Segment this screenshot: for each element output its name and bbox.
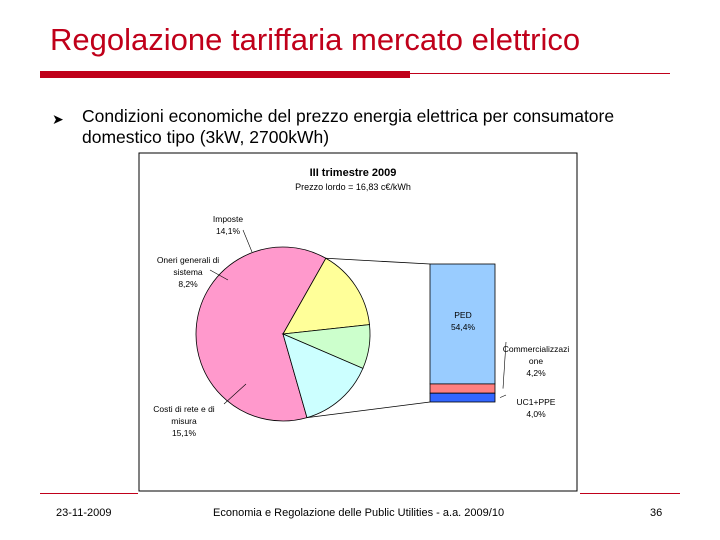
footer-course: Economia e Regolazione delle Public Util… (213, 507, 505, 519)
breakdown-commercializzazi-one-label: one (529, 356, 543, 366)
breakdown-uc1-ppe-value-label: 4,0% (526, 409, 546, 419)
footer-rule-left (40, 493, 138, 494)
breakdown-commercializzazi-one-label: Commercializzazi (503, 344, 570, 354)
pie-chart: III trimestre 2009 Prezzo lordo = 16,83 … (138, 152, 578, 492)
pie-leader-imposte (242, 229, 253, 253)
footer-date: 23-11-2009 (56, 507, 112, 519)
chart-title: III trimestre 2009 (310, 167, 397, 179)
page-number: 36 (650, 507, 663, 519)
pie-slice-imposte (282, 333, 364, 419)
breakdown-commercializzazi-one-value-label: 4,2% (526, 368, 546, 378)
chart-subtitle: Prezzo lordo = 16,83 c€/kWh (295, 182, 411, 192)
breakdown-bar-commercializzazi-one (429, 383, 496, 394)
pie-slice-oneri-generali-di-sistema-label: sistema (173, 267, 203, 277)
pie-slice-costi-di-rete-e-di-misura-value-label: 15,1% (172, 428, 197, 438)
chart-frame: III trimestre 2009 Prezzo lordo = 16,83 … (138, 152, 578, 492)
breakdown-ped-value-label: 54,4% (451, 322, 476, 332)
breakdown-bar-ped (429, 263, 496, 385)
slide-title: Regolazione tariffaria mercato elettrico (50, 22, 581, 57)
pie-slice-costi-di-rete-e-di-misura-label: misura (171, 416, 197, 426)
pie-slice-oneri-generali-di-sistema-value-label: 8,2% (178, 279, 198, 289)
bullet-arrow-icon: ➤ (52, 111, 64, 127)
pie-slice-costi-di-rete-e-di-misura (282, 257, 370, 335)
title-underline-thick (40, 71, 410, 78)
pie-slice-imposte-value-label: 14,1% (216, 226, 241, 236)
breakdown-commercializzazi-one-leader-line (502, 341, 507, 389)
connector-line-top (325, 257, 431, 265)
breakdown-uc1-ppe-leader-line (499, 394, 507, 398)
breakdown-bar-uc1-ppe (429, 392, 496, 403)
footer-rule-right (580, 493, 680, 494)
title-underline-thin (410, 73, 670, 74)
pie-slice-oneri-generali-di-sistema-label: Oneri generali di (157, 255, 219, 265)
pie-slice-costi-di-approvvigiona-mento (195, 246, 327, 422)
pie-slice-costi-di-rete-e-di-misura-label: Costi di rete e di (153, 404, 215, 414)
breakdown-ped-label: PED (454, 310, 471, 320)
connector-line-bottom (306, 401, 431, 419)
pie-leader-rete (223, 383, 247, 405)
pie-leader-oneri (209, 269, 229, 281)
breakdown-uc1-ppe-label: UC1+PPE (517, 397, 556, 407)
bullet-text: Condizioni economiche del prezzo energia… (82, 106, 615, 147)
pie-slice-imposte-label: Imposte (213, 214, 244, 224)
